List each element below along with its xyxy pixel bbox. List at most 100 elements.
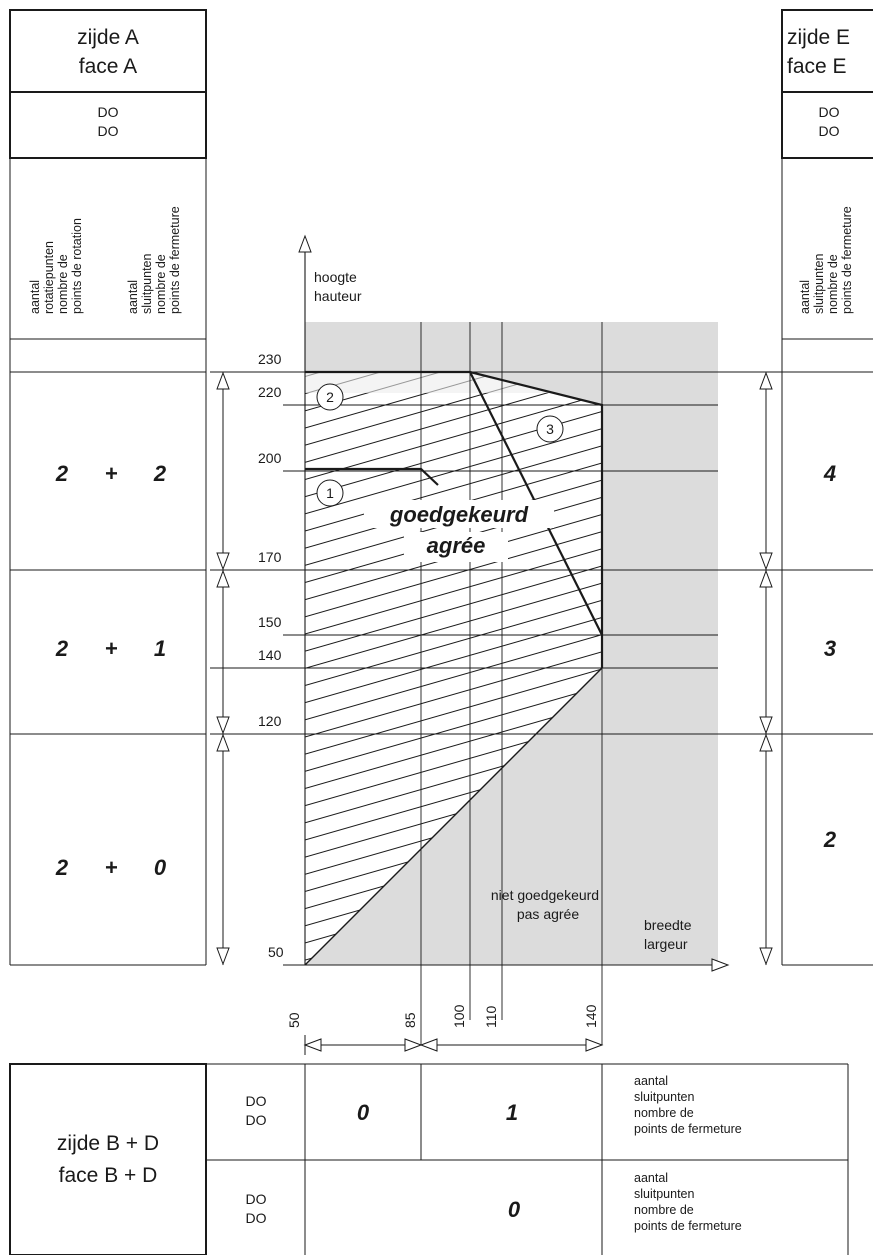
- side-a-header-box: [9, 9, 207, 159]
- side-e-col-line4: points de fermeture: [840, 206, 854, 314]
- row-1-closing: 2: [153, 461, 167, 486]
- side-bd-title-box: [9, 1063, 207, 1255]
- left-dim-arrow-3-top: [216, 733, 230, 752]
- left-dim-arrow-2-bottom: [216, 716, 230, 735]
- approved-label-nl: goedgekeurd: [389, 502, 529, 527]
- side-a-sub-fr: DO: [98, 123, 119, 139]
- side-bd-row2-desc-4: points de fermeture: [634, 1219, 742, 1233]
- side-e-sub-nl: DO: [819, 104, 840, 120]
- zone-1-marker: [316, 479, 344, 507]
- side-bd-row1-do-fr: DO: [246, 1112, 267, 1128]
- side-bd-row2-do-nl: DO: [246, 1191, 267, 1207]
- row-2-closing: 1: [154, 636, 166, 661]
- side-e-col-line2: sluitpunten: [812, 253, 826, 314]
- side-a-table: [9, 9, 207, 966]
- side-bd-row2-do-fr: DO: [246, 1210, 267, 1226]
- right-dim-arrow-2-bottom: [759, 716, 773, 735]
- side-e-header-box: [781, 9, 873, 159]
- side-a-title-nl: zijde A: [77, 26, 139, 49]
- row-3-plus: +: [105, 855, 118, 880]
- right-dim-arrow-1-top: [759, 371, 773, 390]
- right-row-1-value: 4: [823, 461, 836, 486]
- side-bd-row1-do-nl: DO: [246, 1093, 267, 1109]
- x-tick-110: 110: [483, 1005, 499, 1028]
- x-tick-85: 85: [402, 1012, 418, 1028]
- side-a-sub-nl: DO: [98, 104, 119, 120]
- side-a-col1-line1: aantal: [28, 280, 42, 314]
- row-3-closing: 0: [154, 855, 167, 880]
- y-axis-arrow: [298, 234, 312, 253]
- side-bd-row2-desc-3: nombre de: [634, 1203, 694, 1217]
- side-bd-row1-desc-3: nombre de: [634, 1106, 694, 1120]
- not-approved-label-fr: pas agrée: [517, 906, 579, 922]
- side-e-title-fr: face E: [787, 55, 847, 78]
- row-2-plus: +: [105, 636, 118, 661]
- side-bd-title-nl: zijde B + D: [57, 1132, 159, 1155]
- side-e-col-line3: nombre de: [826, 254, 840, 314]
- approved-diagonal: [304, 667, 603, 966]
- row-1-plus: +: [105, 461, 118, 486]
- side-bd-row2-desc-2: sluitpunten: [634, 1187, 695, 1201]
- left-dim-arrow-1-bottom: [216, 552, 230, 571]
- y-tick-50: 50: [268, 944, 284, 960]
- row-1-rotation: 2: [55, 461, 69, 486]
- side-bd-row1-desc-1: aantal: [634, 1074, 668, 1088]
- y-tick-140: 140: [258, 647, 282, 663]
- dim-arrow-left-start: [303, 1038, 322, 1052]
- side-bd-row1-desc-4: points de fermeture: [634, 1122, 742, 1136]
- side-bd-table: [9, 1063, 849, 1255]
- x-axis-arrow: [711, 958, 730, 972]
- y-tick-120: 120: [258, 713, 282, 729]
- y-tick-230: 230: [258, 351, 282, 367]
- side-a-col2-line2: sluitpunten: [140, 253, 154, 314]
- side-a-col1-line2: rotatiepunten: [42, 241, 56, 314]
- side-bd-row1-value-2: 1: [506, 1100, 518, 1125]
- y-tick-170: 170: [258, 549, 282, 565]
- side-e-title-nl: zijde E: [787, 26, 850, 49]
- side-a-col1-line3: nombre de: [56, 254, 70, 314]
- x-tick-100: 100: [451, 1004, 467, 1028]
- x-axis-title-nl: breedte: [644, 917, 692, 933]
- side-bd-row1-value-1: 0: [357, 1100, 370, 1125]
- approved-label-bg-2: [404, 532, 508, 562]
- side-a-col2-line4: points de fermeture: [168, 206, 182, 314]
- side-bd-row1-desc-2: sluitpunten: [634, 1090, 695, 1104]
- row-2-rotation: 2: [55, 636, 69, 661]
- y-tick-200: 200: [258, 450, 282, 466]
- dim-arrow-right-start: [419, 1038, 438, 1052]
- zone-2-label: 2: [326, 389, 334, 405]
- x-tick-50: 50: [286, 1012, 302, 1028]
- zone-1-boundary: [305, 467, 439, 486]
- row-3-rotation: 2: [55, 855, 69, 880]
- side-e-col-line1: aantal: [798, 280, 812, 314]
- zone-3-label: 3: [546, 421, 554, 437]
- y-axis-title-nl: hoogte: [314, 269, 357, 285]
- right-dim-arrow-1-bottom: [759, 552, 773, 571]
- x-axis-title-fr: largeur: [644, 936, 688, 952]
- not-approved-label-nl: niet goedgekeurd: [491, 887, 599, 903]
- side-e-sub-fr: DO: [819, 123, 840, 139]
- side-bd-title-fr: face B + D: [59, 1164, 158, 1187]
- zone-2-marker: [316, 383, 344, 411]
- y-tick-220: 220: [258, 384, 282, 400]
- right-dim-arrow-3-top: [759, 733, 773, 752]
- left-dim-arrow-1-top: [216, 371, 230, 390]
- right-dim-arrow-2-top: [759, 569, 773, 588]
- zone-3-marker: [536, 415, 564, 443]
- side-a-title-fr: face A: [79, 55, 137, 78]
- right-row-2-value: 3: [824, 636, 836, 661]
- side-a-col2-line1: aantal: [126, 280, 140, 314]
- approved-label-fr: agrée: [427, 533, 486, 558]
- y-axis-title-fr: hauteur: [314, 288, 362, 304]
- side-a-col2-line3: nombre de: [154, 254, 168, 314]
- side-bd-row2-desc-1: aantal: [634, 1171, 668, 1185]
- left-dim-arrow-2-top: [216, 569, 230, 588]
- right-row-3-value: 2: [823, 827, 837, 852]
- side-bd-row2-value: 0: [508, 1197, 521, 1222]
- right-dim-arrow-3-bottom: [759, 947, 773, 966]
- zone-2-strip: [305, 372, 555, 393]
- side-e-table: [781, 9, 873, 966]
- y-tick-150: 150: [258, 614, 282, 630]
- approved-outline: [305, 370, 604, 668]
